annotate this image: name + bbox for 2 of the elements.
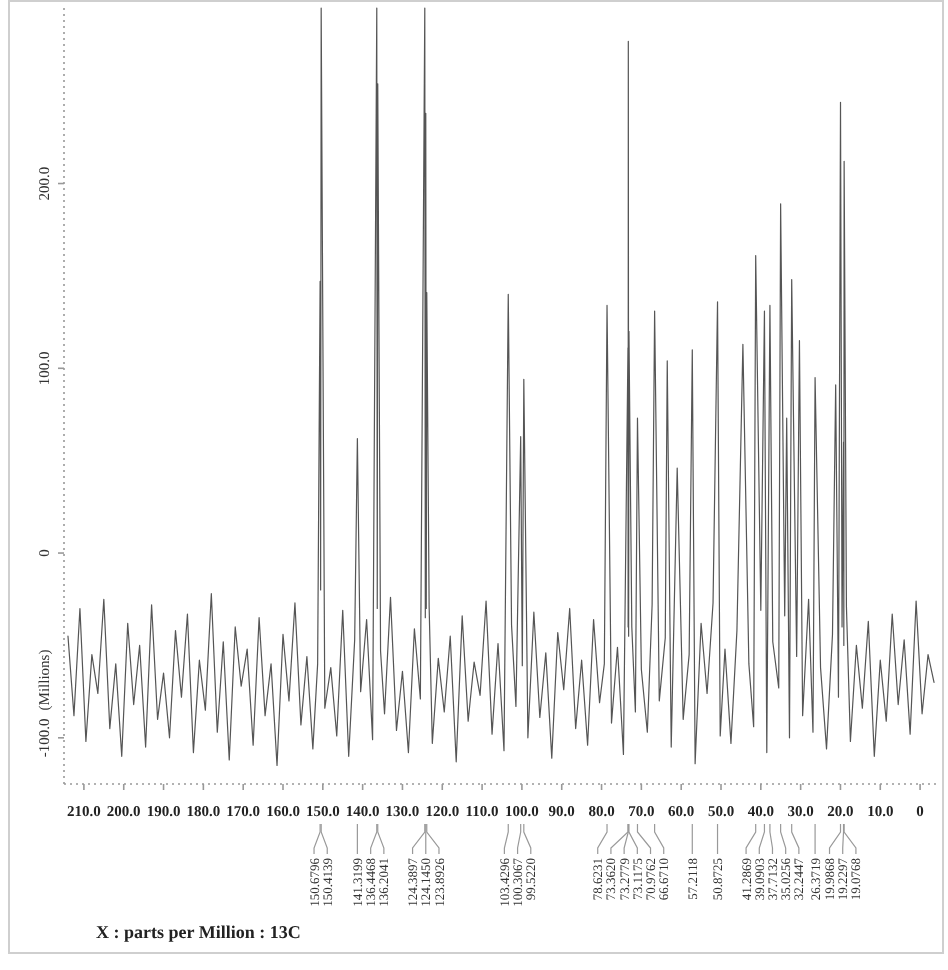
text: X : parts per Million : 13C: [96, 922, 301, 942]
line-series: [67, 7, 935, 767]
